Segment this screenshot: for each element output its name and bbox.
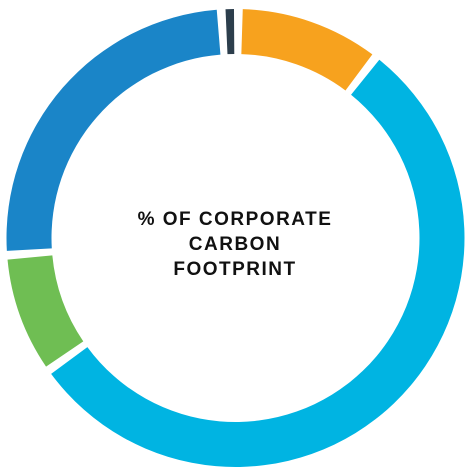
chart-title-line-3: FOOTPRINT (173, 259, 297, 280)
chart-title-line-1: % OF CORPORATE (137, 209, 333, 230)
donut-slice-5 (6, 9, 221, 251)
chart-title: % OF CORPORATE CARBON FOOTPRINT (105, 207, 365, 282)
donut-slices (6, 9, 465, 468)
donut-slice-2 (241, 9, 373, 91)
donut-slice-1 (225, 9, 235, 55)
chart-title-line-2: CARBON (188, 234, 282, 255)
donut-slice-4 (7, 255, 84, 367)
